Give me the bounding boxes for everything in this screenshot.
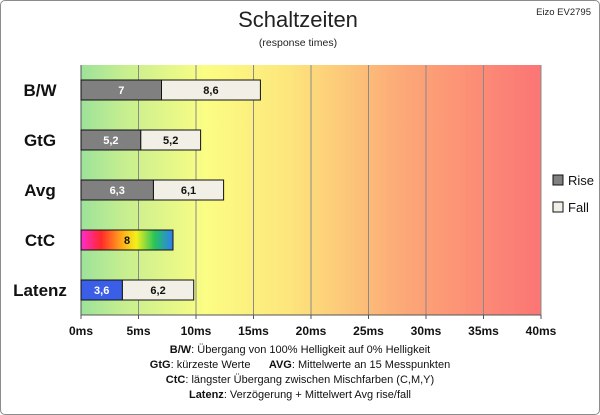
x-tick-label: 20ms (296, 324, 327, 338)
note-latenz: Latenz: Verzögerung + Mittelwert Avg ris… (188, 389, 412, 401)
footnotes: B/W: Übergang von 100% Helligkeit auf 0%… (0, 343, 600, 403)
category-label: Latenz (13, 281, 67, 300)
corner-label: Eizo EV2795 (536, 7, 591, 18)
chart-subtitle: (response times) (259, 37, 337, 49)
category-label: Avg (24, 181, 56, 200)
category-label: GtG (24, 131, 56, 150)
x-tick-label: 25ms (353, 324, 384, 338)
bar-fall-label: 8,6 (203, 85, 218, 97)
category-label: B/W (23, 81, 57, 100)
legend-swatch (552, 174, 564, 186)
x-tick-label: 30ms (411, 324, 442, 338)
bar-rise-label: 8 (124, 235, 130, 247)
legend-swatch (552, 201, 564, 213)
x-tick-label: 5ms (126, 324, 150, 338)
x-tick-label: 15ms (238, 324, 269, 338)
bar-rise-label: 5,2 (103, 135, 118, 147)
bar-fall-label: 6,2 (150, 285, 165, 297)
note-ctc: CtC: längster Übergang zwischen Mischfar… (165, 374, 435, 386)
legend-label: Fall (568, 200, 589, 215)
x-tick-label: 0ms (69, 324, 93, 338)
bar-fall-label: 6,1 (181, 185, 196, 197)
bar-rise-label: 3,6 (94, 285, 109, 297)
legend-label: Rise (568, 173, 594, 188)
legend: Rise Fall (552, 173, 594, 215)
bar-fall-label: 5,2 (163, 135, 178, 147)
category-labels: B/W GtG Avg CtC Latenz (13, 81, 67, 300)
bar-fall (152, 179, 225, 201)
bars: 7 8,6 5,2 5,2 6,3 6,1 8 3,6 6,2 (80, 79, 261, 301)
x-tick-label: 40ms (526, 324, 557, 338)
note-bw: B/W: Übergang von 100% Helligkeit auf 0%… (169, 344, 431, 356)
x-tick-label: 35ms (468, 324, 499, 338)
note-gtg-avg: GtG: kürzeste Werte AVG: Mittelwerte an … (149, 359, 451, 371)
bar-rise-label: 6,3 (110, 185, 125, 197)
bar-rise-label: 7 (118, 85, 124, 97)
x-tick-labels: 0ms 5ms 10ms 15ms 20ms 25ms 30ms 35ms 40ms (69, 324, 557, 338)
x-tick-label: 10ms (181, 324, 212, 338)
bar-fall (121, 279, 195, 301)
bar-rise (80, 229, 174, 251)
bar-fall (140, 129, 202, 151)
chart-title: Schaltzeiten (238, 7, 358, 32)
bar-fall (161, 79, 261, 101)
category-label: CtC (25, 231, 55, 250)
